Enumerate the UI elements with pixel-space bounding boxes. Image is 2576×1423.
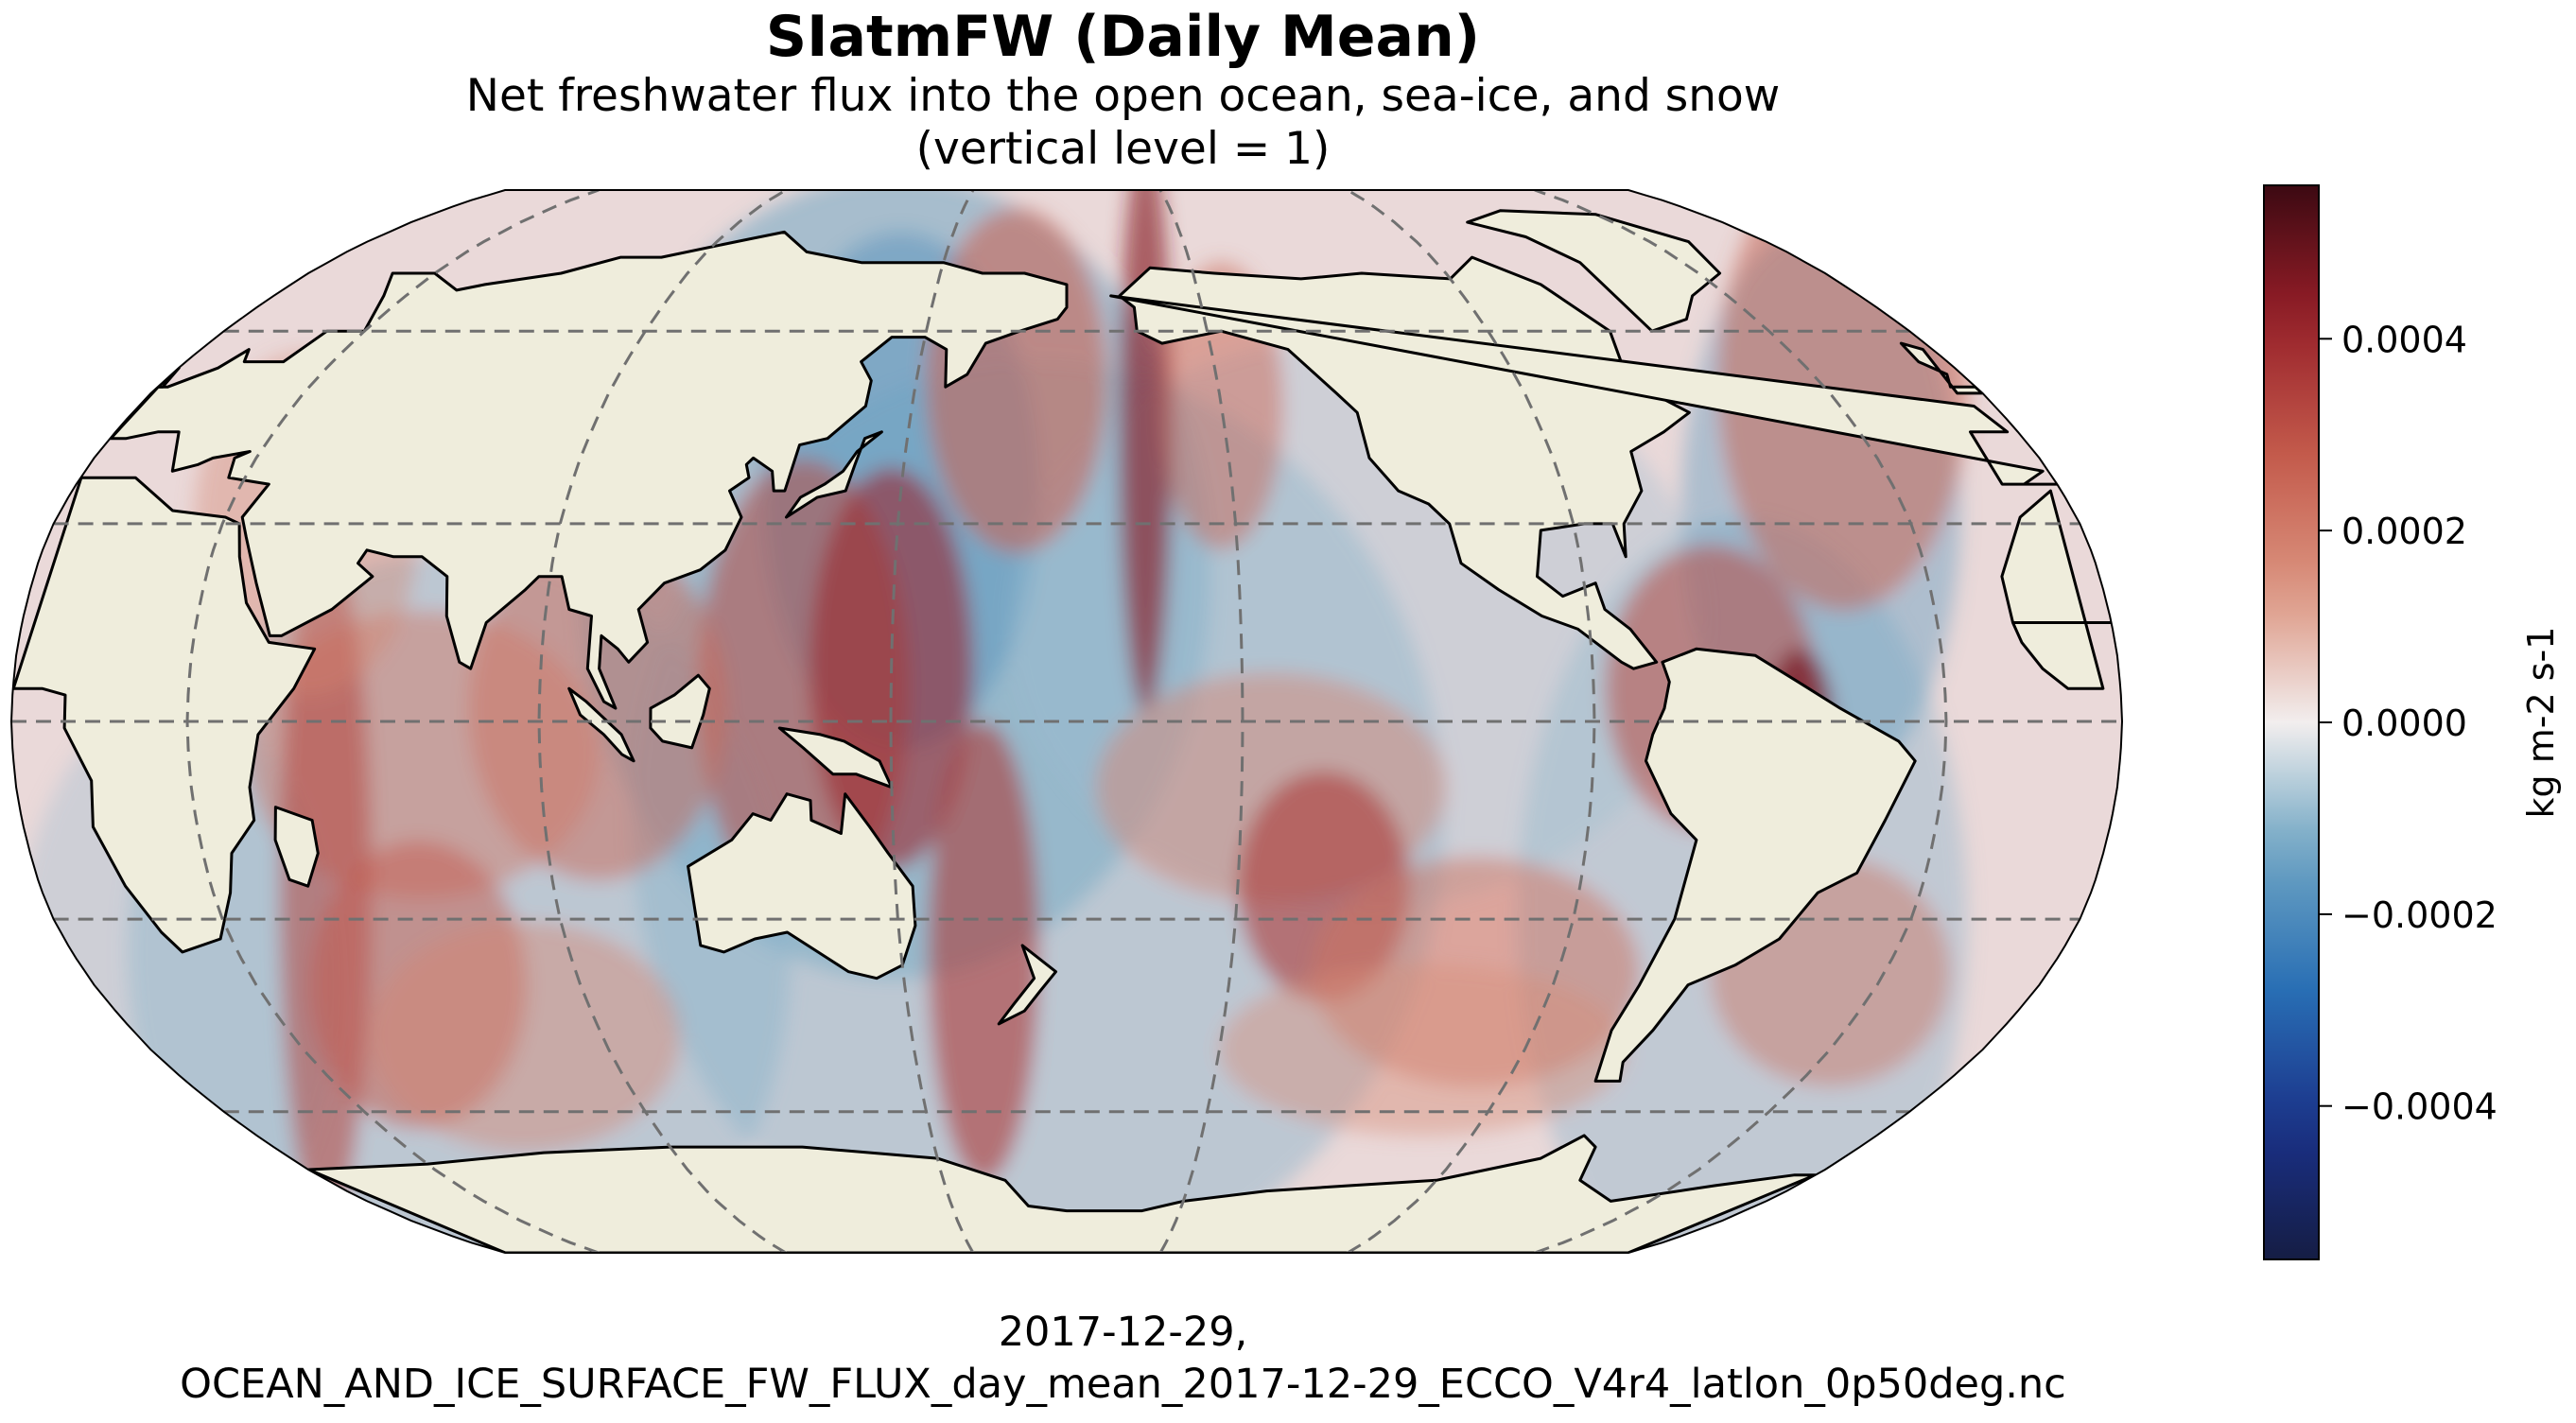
map-border xyxy=(9,189,2124,1254)
colorbar-tick-label: −0.0002 xyxy=(2341,894,2498,936)
flux-patch xyxy=(928,722,1039,1182)
meridian-line xyxy=(889,190,975,1253)
colorbar-gradient xyxy=(2263,184,2320,1260)
flux-patch xyxy=(371,922,681,1152)
land-south-america xyxy=(1593,647,1917,1083)
land-australia xyxy=(687,792,917,980)
caption-date: 2017-12-29, xyxy=(998,1309,1248,1356)
colorbar-label: kg m-2 s-1 xyxy=(2520,627,2562,819)
colorbar-tick-label: −0.0004 xyxy=(2341,1086,2498,1128)
land-madagascar xyxy=(273,806,320,888)
graticule xyxy=(11,190,2122,1253)
land-eurasia xyxy=(109,230,1069,710)
map-subtitle: Net freshwater flux into the open ocean,… xyxy=(0,70,2246,176)
land-africa-west xyxy=(2000,489,2113,690)
caption-filename: OCEAN_AND_ICE_SURFACE_FW_FLUX_day_mean_2… xyxy=(180,1361,2066,1408)
land-sumatra xyxy=(567,686,635,763)
colorbar-tick-label: 0.0000 xyxy=(2341,703,2467,744)
map-title: SIatmFW (Daily Mean) xyxy=(765,4,1481,70)
meridian-line xyxy=(537,190,787,1253)
file-caption: 2017-12-29, OCEAN_AND_ICE_SURFACE_FW_FLU… xyxy=(0,1307,2246,1411)
land-borneo xyxy=(649,673,711,750)
meridian-line xyxy=(1534,190,1948,1253)
subtitle-line-1: Net freshwater flux into the open ocean,… xyxy=(465,70,1781,122)
land-japan xyxy=(785,430,883,519)
world-map xyxy=(9,189,2124,1254)
meridian-line xyxy=(1347,190,1596,1253)
land-africa xyxy=(11,476,317,954)
colorbar-tick-label: 0.0004 xyxy=(2341,319,2467,360)
flux-patch xyxy=(1219,963,1627,1137)
colorbar-tick-label: 0.0002 xyxy=(2341,511,2467,552)
land-eurasia-west xyxy=(1109,294,2059,486)
subtitle-line-2: (vertical level = 1) xyxy=(915,123,1331,175)
land-greenland xyxy=(1466,209,1722,333)
land-masses xyxy=(11,209,2113,1253)
meridian-line xyxy=(1158,190,1244,1253)
land-new-zealand xyxy=(997,944,1057,1026)
meridian-line xyxy=(185,190,600,1253)
